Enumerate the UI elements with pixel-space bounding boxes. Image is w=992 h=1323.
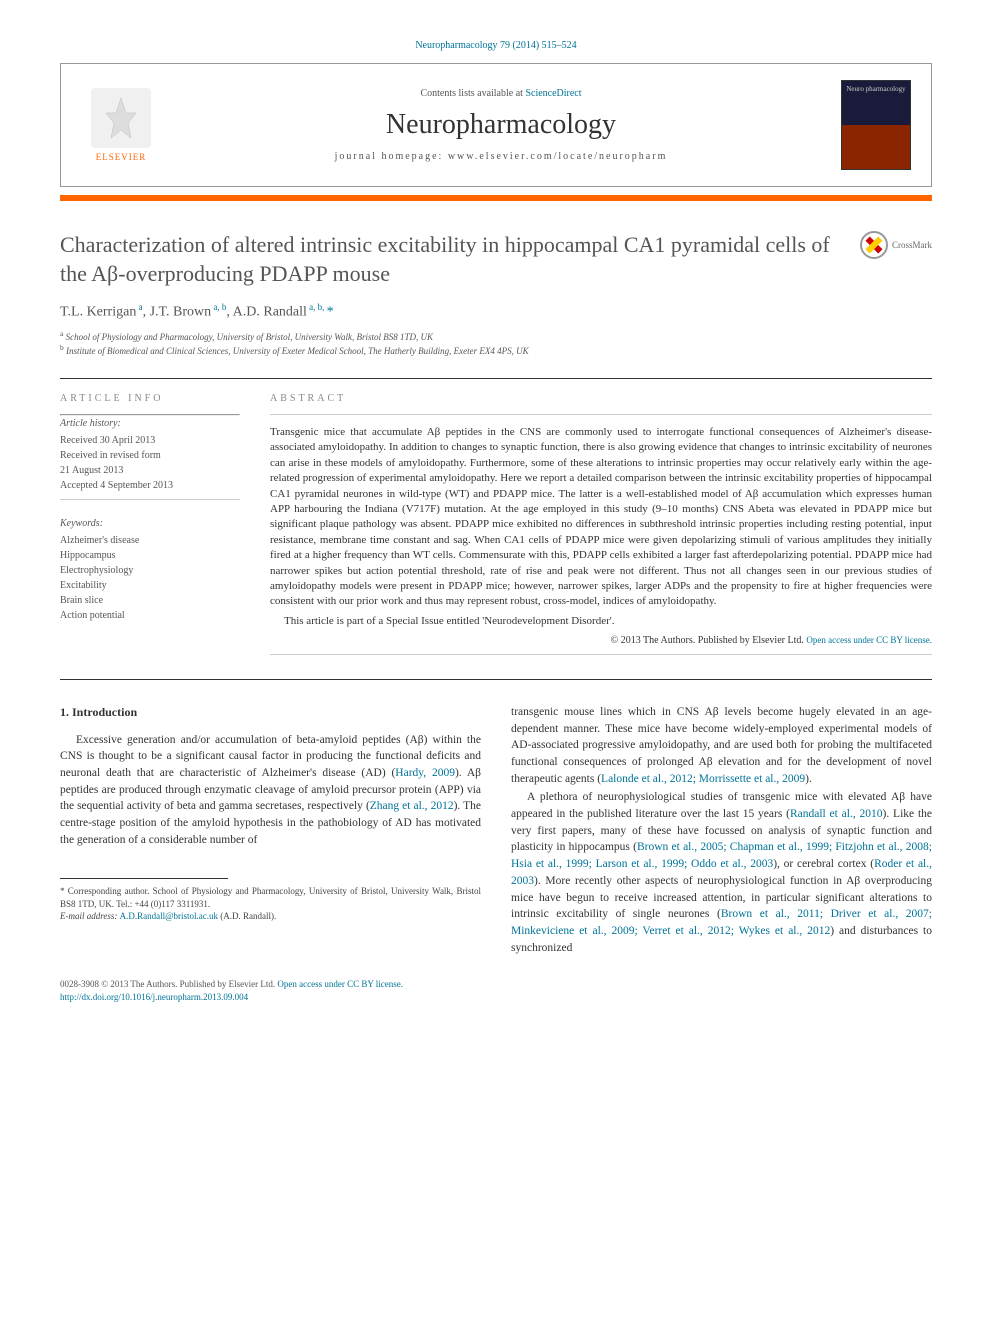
crossmark-icon: [860, 231, 888, 259]
affiliation-b: b b Institute of Biomedical and Clinical…: [60, 343, 932, 358]
abstract-copyright: © 2013 The Authors. Published by Elsevie…: [270, 635, 932, 646]
license-link[interactable]: Open access under CC BY license.: [806, 635, 932, 645]
abstract-heading: ABSTRACT: [270, 393, 932, 404]
license-link-footer[interactable]: Open access under CC BY license.: [277, 979, 403, 989]
abstract-special-issue: This article is part of a Special Issue …: [270, 614, 932, 629]
section-rule: [60, 378, 932, 379]
history-received: Received 30 April 2013: [60, 433, 240, 448]
keywords-label: Keywords:: [60, 516, 240, 531]
ref-link[interactable]: Brown et al., 2005; Chapman et al., 1999…: [511, 841, 932, 870]
abstract-section: ABSTRACT Transgenic mice that accumulate…: [270, 393, 932, 655]
journal-cover-thumbnail[interactable]: Neuro pharmacology: [841, 80, 911, 170]
journal-header: ELSEVIER Contents lists available at Sci…: [60, 63, 932, 187]
affil-sup: a, b,: [307, 302, 327, 312]
ref-link[interactable]: Randall et al., 2010: [790, 808, 883, 820]
elsevier-tree-icon: [91, 88, 151, 148]
body-text: 1. Introduction Excessive generation and…: [60, 704, 932, 958]
abstract-body: Transgenic mice that accumulate Aβ pepti…: [270, 425, 932, 610]
article-info-heading: ARTICLE INFO: [60, 393, 240, 404]
ref-link[interactable]: Zhang et al., 2012: [370, 800, 454, 812]
publisher-name: ELSEVIER: [96, 152, 147, 162]
intro-paragraph-1-cont: transgenic mouse lines which in CNS Aβ l…: [511, 704, 932, 787]
keyword: Electrophysiology: [60, 563, 240, 578]
contents-available: Contents lists available at ScienceDirec…: [161, 88, 841, 99]
corresponding-footnote: * Corresponding author. School of Physio…: [60, 885, 481, 923]
affil-sup: a: [136, 302, 142, 312]
body-rule: [60, 679, 932, 680]
footer-bar: 0028-3908 © 2013 The Authors. Published …: [60, 978, 932, 1003]
keyword: Excitability: [60, 578, 240, 593]
affiliation-a: a a School of Physiology and Pharmacolog…: [60, 329, 932, 344]
publisher-logo[interactable]: ELSEVIER: [81, 85, 161, 165]
section-1-heading: 1. Introduction: [60, 704, 481, 721]
ref-link[interactable]: Lalonde et al., 2012; Morrissette et al.…: [601, 773, 805, 785]
journal-citation[interactable]: Neuropharmacology 79 (2014) 515–524: [60, 40, 932, 51]
affiliations: a a School of Physiology and Pharmacolog…: [60, 329, 932, 358]
journal-name: Neuropharmacology: [161, 109, 841, 141]
history-revised-2: 21 August 2013: [60, 463, 240, 478]
keyword: Brain slice: [60, 593, 240, 608]
intro-paragraph-1: Excessive generation and/or accumulation…: [60, 732, 481, 849]
doi-link[interactable]: http://dx.doi.org/10.1016/j.neuropharm.2…: [60, 992, 248, 1002]
sciencedirect-link[interactable]: ScienceDirect: [525, 88, 581, 99]
column-right: transgenic mouse lines which in CNS Aβ l…: [511, 704, 932, 958]
history-label: Article history:: [60, 416, 240, 431]
paper-title: Characterization of altered intrinsic ex…: [60, 231, 840, 288]
corresponding-marker: *: [327, 305, 334, 320]
journal-homepage[interactable]: journal homepage: www.elsevier.com/locat…: [161, 151, 841, 162]
keyword: Alzheimer's disease: [60, 533, 240, 548]
authors-list: T.L. Kerrigan a, J.T. Brown a, b, A.D. R…: [60, 302, 932, 321]
email-link[interactable]: A.D.Randall@bristol.ac.uk: [120, 911, 218, 921]
history-revised-1: Received in revised form: [60, 448, 240, 463]
intro-paragraph-2: A plethora of neurophysiological studies…: [511, 789, 932, 956]
history-accepted: Accepted 4 September 2013: [60, 478, 240, 493]
accent-bar: [60, 195, 932, 201]
crossmark-badge[interactable]: CrossMark: [860, 231, 932, 259]
footnote-separator: [60, 878, 228, 879]
affil-sup: a, b: [211, 302, 226, 312]
ref-link[interactable]: Brown et al., 2011; Driver et al., 2007;…: [511, 908, 932, 937]
ref-link[interactable]: Hardy, 2009: [395, 767, 455, 779]
keyword: Action potential: [60, 608, 240, 623]
column-left: 1. Introduction Excessive generation and…: [60, 704, 481, 958]
keyword: Hippocampus: [60, 548, 240, 563]
article-info-sidebar: ARTICLE INFO Article history: Received 3…: [60, 393, 240, 655]
